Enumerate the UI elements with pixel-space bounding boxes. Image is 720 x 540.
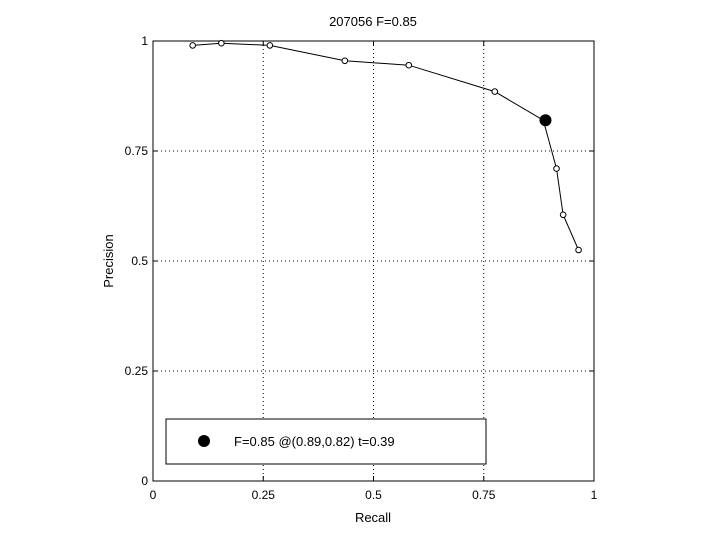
- x-axis-label: Recall: [355, 510, 391, 525]
- y-tick-label: 0.25: [125, 364, 149, 378]
- data-point: [559, 211, 567, 219]
- data-point: [189, 42, 196, 49]
- tick-labels: 0 0.25 0.5 0.75 1 0 0.25 0.5 0.75 1: [125, 34, 598, 502]
- series-line: [192, 42, 580, 251]
- y-tick-label: 0.75: [125, 144, 149, 158]
- data-point: [341, 57, 349, 65]
- legend-entry: F=0.85 @(0.89,0.82) t=0.39: [234, 434, 395, 449]
- legend-box: [165, 418, 487, 465]
- data-point: [553, 165, 560, 172]
- data-point: [491, 88, 499, 95]
- data-point: [405, 61, 413, 69]
- axis-ticks: [152, 40, 595, 482]
- data-point: [575, 246, 582, 254]
- x-tick-label: 0.75: [472, 488, 496, 502]
- chart-title: 207056 F=0.85: [329, 14, 417, 29]
- legend-marker: [198, 435, 210, 447]
- data-point: [266, 42, 274, 49]
- y-tick-label: 0: [141, 474, 148, 488]
- legend: F=0.85 @(0.89,0.82) t=0.39: [165, 418, 487, 465]
- highlight-group: [539, 114, 552, 127]
- x-tick-label: 1: [591, 488, 598, 502]
- y-axis-label: Precision: [101, 234, 116, 287]
- x-tick-label: 0.25: [252, 488, 276, 502]
- x-tick-label: 0: [150, 488, 157, 502]
- grid-lines: [153, 41, 594, 481]
- y-tick-label: 1: [141, 34, 148, 48]
- best-f-point: [539, 114, 552, 127]
- data-point: [218, 39, 225, 47]
- y-tick-label: 0.5: [131, 254, 148, 268]
- x-tick-label: 0.5: [365, 488, 382, 502]
